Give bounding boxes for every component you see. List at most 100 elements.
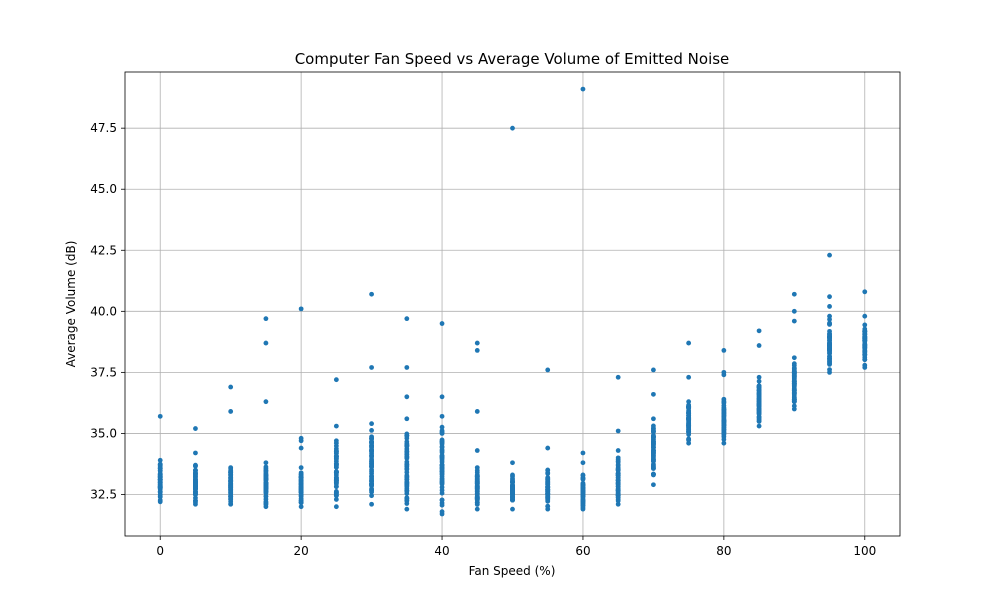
data-point bbox=[404, 488, 410, 494]
data-point bbox=[651, 458, 656, 464]
data-point bbox=[615, 448, 621, 453]
data-point bbox=[651, 482, 656, 488]
data-point bbox=[369, 291, 374, 297]
data-point bbox=[791, 395, 797, 401]
data-point bbox=[756, 374, 762, 380]
data-point bbox=[404, 435, 410, 441]
data-point bbox=[439, 502, 445, 508]
data-point bbox=[404, 442, 410, 448]
data-point bbox=[404, 365, 410, 370]
x-axis: 0 20 40 60 80 100 bbox=[156, 536, 876, 558]
data-point bbox=[651, 428, 656, 434]
data-points bbox=[157, 86, 868, 517]
data-point bbox=[404, 506, 410, 512]
data-point bbox=[228, 483, 234, 489]
data-point bbox=[474, 409, 480, 414]
data-point bbox=[721, 398, 727, 404]
data-point bbox=[474, 474, 480, 480]
data-point bbox=[193, 475, 198, 481]
data-point bbox=[756, 411, 762, 417]
data-point bbox=[404, 483, 410, 489]
y-axis: 32.5 35.0 37.5 40.0 42.5 45.0 47.5 bbox=[90, 121, 125, 501]
data-point bbox=[263, 486, 269, 492]
data-point bbox=[686, 340, 692, 346]
data-point bbox=[510, 460, 515, 466]
data-point bbox=[193, 471, 198, 477]
y-tick-label: 40.0 bbox=[90, 304, 117, 318]
data-point bbox=[615, 459, 621, 465]
data-point bbox=[369, 459, 374, 464]
data-point bbox=[157, 473, 163, 479]
data-point bbox=[333, 448, 339, 454]
data-point bbox=[721, 369, 727, 375]
data-point bbox=[369, 501, 374, 507]
data-point bbox=[651, 453, 656, 459]
x-tick-label: 0 bbox=[156, 544, 164, 558]
data-point bbox=[263, 500, 269, 506]
y-tick-label: 32.5 bbox=[90, 487, 117, 501]
data-point bbox=[439, 463, 445, 468]
data-point bbox=[756, 415, 762, 421]
data-point bbox=[298, 479, 304, 485]
data-point bbox=[510, 476, 515, 481]
data-point bbox=[439, 321, 445, 326]
data-point bbox=[404, 498, 410, 504]
data-point bbox=[791, 367, 797, 373]
data-point bbox=[510, 125, 515, 131]
data-point bbox=[439, 439, 445, 444]
x-tick-label: 40 bbox=[434, 544, 449, 558]
data-point bbox=[228, 479, 234, 485]
data-point bbox=[721, 422, 727, 428]
data-point bbox=[721, 440, 727, 446]
data-point bbox=[791, 308, 797, 314]
data-point bbox=[228, 466, 234, 472]
data-point bbox=[439, 453, 445, 459]
data-point bbox=[369, 452, 374, 458]
data-point bbox=[721, 407, 727, 413]
data-point bbox=[756, 402, 762, 407]
data-point bbox=[333, 497, 339, 502]
data-point bbox=[439, 431, 445, 436]
data-point bbox=[474, 497, 480, 503]
data-point bbox=[228, 384, 234, 390]
data-point bbox=[791, 382, 797, 388]
data-point bbox=[580, 483, 586, 489]
data-point bbox=[510, 479, 515, 485]
data-point bbox=[686, 404, 692, 410]
data-point bbox=[404, 467, 410, 472]
data-point bbox=[404, 394, 410, 400]
data-point bbox=[545, 503, 551, 509]
data-point bbox=[651, 367, 656, 373]
data-point bbox=[615, 428, 621, 434]
data-point bbox=[439, 481, 445, 487]
data-point bbox=[474, 348, 480, 353]
data-point bbox=[510, 494, 515, 499]
data-point bbox=[298, 491, 304, 497]
data-point bbox=[827, 344, 832, 350]
data-point bbox=[369, 493, 374, 499]
data-point bbox=[686, 416, 692, 422]
data-point bbox=[298, 465, 304, 471]
data-point bbox=[404, 479, 410, 485]
data-point bbox=[862, 339, 868, 345]
data-point bbox=[333, 464, 339, 470]
data-point bbox=[827, 331, 832, 337]
data-point bbox=[580, 86, 586, 92]
data-point bbox=[651, 423, 656, 429]
data-point bbox=[580, 497, 586, 503]
data-point bbox=[791, 361, 797, 367]
data-point bbox=[827, 252, 832, 258]
data-point bbox=[510, 506, 515, 512]
data-point bbox=[791, 318, 797, 324]
data-point bbox=[756, 406, 762, 412]
data-point bbox=[439, 424, 445, 430]
data-point bbox=[756, 395, 762, 401]
data-point bbox=[404, 431, 410, 437]
data-point bbox=[157, 468, 163, 474]
data-point bbox=[791, 355, 797, 361]
data-point bbox=[157, 462, 163, 467]
data-point bbox=[263, 316, 269, 322]
data-point bbox=[333, 377, 339, 383]
data-point bbox=[862, 362, 868, 368]
data-point bbox=[439, 445, 445, 450]
